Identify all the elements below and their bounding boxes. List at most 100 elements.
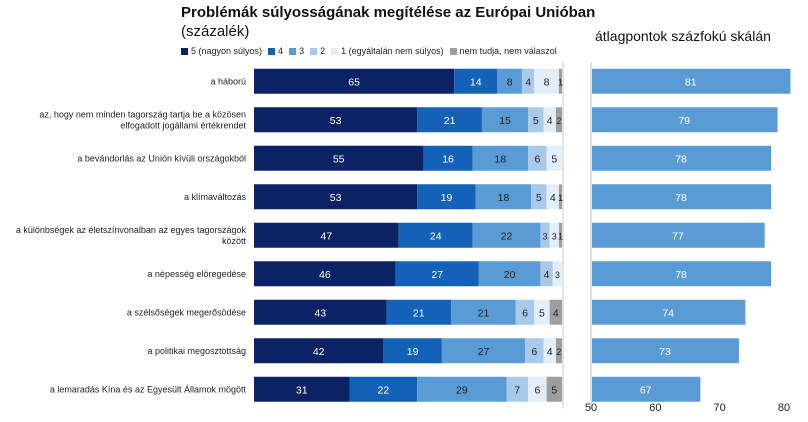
stacked-bar-segment — [254, 107, 418, 133]
legend-item: 4 — [268, 46, 283, 56]
category-label: között — [222, 236, 247, 246]
x-tick-label: 60 — [649, 402, 661, 414]
data-label: 55 — [333, 153, 345, 165]
data-label: 14 — [470, 76, 482, 88]
average-bar — [592, 299, 746, 325]
average-bar — [592, 338, 739, 364]
data-label: 18 — [495, 153, 507, 165]
data-label: 5 — [539, 307, 545, 319]
stacked-bar-segment — [534, 299, 550, 325]
legend-swatch — [310, 47, 318, 55]
average-bar — [592, 184, 772, 210]
stacked-bar-segment — [528, 145, 547, 171]
average-label: 73 — [659, 346, 671, 358]
data-label: 53 — [330, 115, 342, 127]
stacked-bar-segment — [475, 184, 532, 210]
category-label: az, hogy nem minden tagország tartja be … — [39, 109, 246, 119]
legend-item: 5 (nagyon súlyos) — [181, 46, 262, 56]
data-label: 8 — [507, 76, 513, 88]
x-tick-label: 70 — [714, 402, 726, 414]
stacked-bar-segment — [254, 338, 384, 364]
legend-label: 1 (egyáltalán nem súlyos) — [341, 46, 444, 56]
average-label: 67 — [640, 384, 652, 396]
stacked-bar-segment — [549, 299, 562, 325]
data-label: 5 — [551, 384, 557, 396]
stacked-bar-segment — [417, 184, 476, 210]
legend-swatch — [268, 47, 276, 55]
category-label: a politikai megosztottság — [147, 346, 246, 356]
legend-label: 4 — [278, 46, 284, 56]
data-label: 7 — [514, 384, 520, 396]
stacked-bar-segment — [555, 338, 562, 364]
stacked-bar-segment — [386, 299, 452, 325]
x-tick-label: 80 — [778, 402, 790, 414]
stacked-bar-segment — [395, 261, 479, 287]
stacked-bar-segment — [525, 338, 544, 364]
data-label: 6 — [534, 153, 540, 165]
data-label: 3 — [552, 231, 557, 241]
legend-swatch — [449, 47, 457, 55]
average-label: 79 — [678, 115, 690, 127]
data-label: 42 — [313, 346, 325, 358]
data-label: 22 — [501, 230, 513, 242]
chart-title: Problémák súlyosságának megítélése az Eu… — [181, 4, 596, 21]
category-label: a különbségek az életszínvonalban az egy… — [16, 225, 247, 235]
data-label: 5 — [551, 153, 557, 165]
stacked-bar-segment — [546, 184, 559, 210]
stacked-bar-segment — [454, 68, 498, 94]
data-label: 6 — [522, 307, 528, 319]
stacked-bar-segment — [506, 376, 529, 402]
stacked-bar-segment — [417, 107, 482, 133]
average-bar — [592, 145, 772, 171]
stacked-bar-segment — [441, 338, 526, 364]
data-label: 19 — [407, 346, 419, 358]
legend-item: nem tudja, nem válaszol — [449, 46, 557, 56]
stacked-bar-segment — [254, 184, 418, 210]
stacked-bar-segment — [254, 145, 424, 171]
stacked-bar-segment — [254, 261, 396, 287]
data-label: 19 — [441, 192, 453, 204]
data-label: 27 — [431, 269, 443, 281]
legend-item: 1 (egyáltalán nem súlyos) — [331, 46, 444, 56]
stacked-bar-segment — [254, 376, 350, 402]
category-label: a népesség elöregedése — [147, 269, 246, 279]
average-label: 78 — [675, 153, 687, 165]
average-label: 81 — [685, 76, 697, 88]
stacked-bar-segment — [497, 68, 522, 94]
stacked-bar-segment — [398, 222, 473, 248]
stacked-bar-segment — [531, 184, 547, 210]
stacked-bar-segment — [555, 107, 562, 133]
stacked-bar-segment — [521, 68, 535, 94]
category-label: a lemaradás Kína és az Egyesült Államok … — [50, 384, 247, 394]
data-label: 3 — [543, 231, 548, 241]
average-label: 78 — [675, 192, 687, 204]
stacked-bar-segment — [558, 184, 562, 210]
stacked-bar-segment — [451, 299, 516, 325]
average-label: 78 — [675, 269, 687, 281]
average-bar — [592, 107, 778, 133]
data-label: 3 — [555, 270, 560, 280]
stacked-bar-segment — [472, 145, 529, 171]
data-label: 15 — [499, 115, 511, 127]
data-label: 5 — [533, 115, 539, 127]
legend-swatch — [289, 47, 297, 55]
data-label: 6 — [534, 384, 540, 396]
data-label: 46 — [319, 269, 331, 281]
data-label: 29 — [456, 384, 468, 396]
stacked-bar-segment — [528, 107, 544, 133]
data-label: 53 — [330, 192, 342, 204]
average-bar — [592, 376, 701, 402]
stacked-bar-segment — [423, 145, 473, 171]
stacked-bar-segment — [528, 376, 547, 402]
data-label: 4 — [550, 192, 556, 204]
average-label: 74 — [662, 307, 674, 319]
data-label: 24 — [430, 230, 442, 242]
stacked-bar-segment — [515, 299, 535, 325]
data-label: 4 — [547, 115, 553, 127]
category-label: a bevándorlás az Unión kívüli országokbó… — [77, 153, 246, 163]
stacked-bar-segment — [478, 261, 541, 287]
category-label: a háború — [210, 76, 246, 86]
legend-swatch — [181, 47, 188, 55]
data-label: 22 — [378, 384, 390, 396]
